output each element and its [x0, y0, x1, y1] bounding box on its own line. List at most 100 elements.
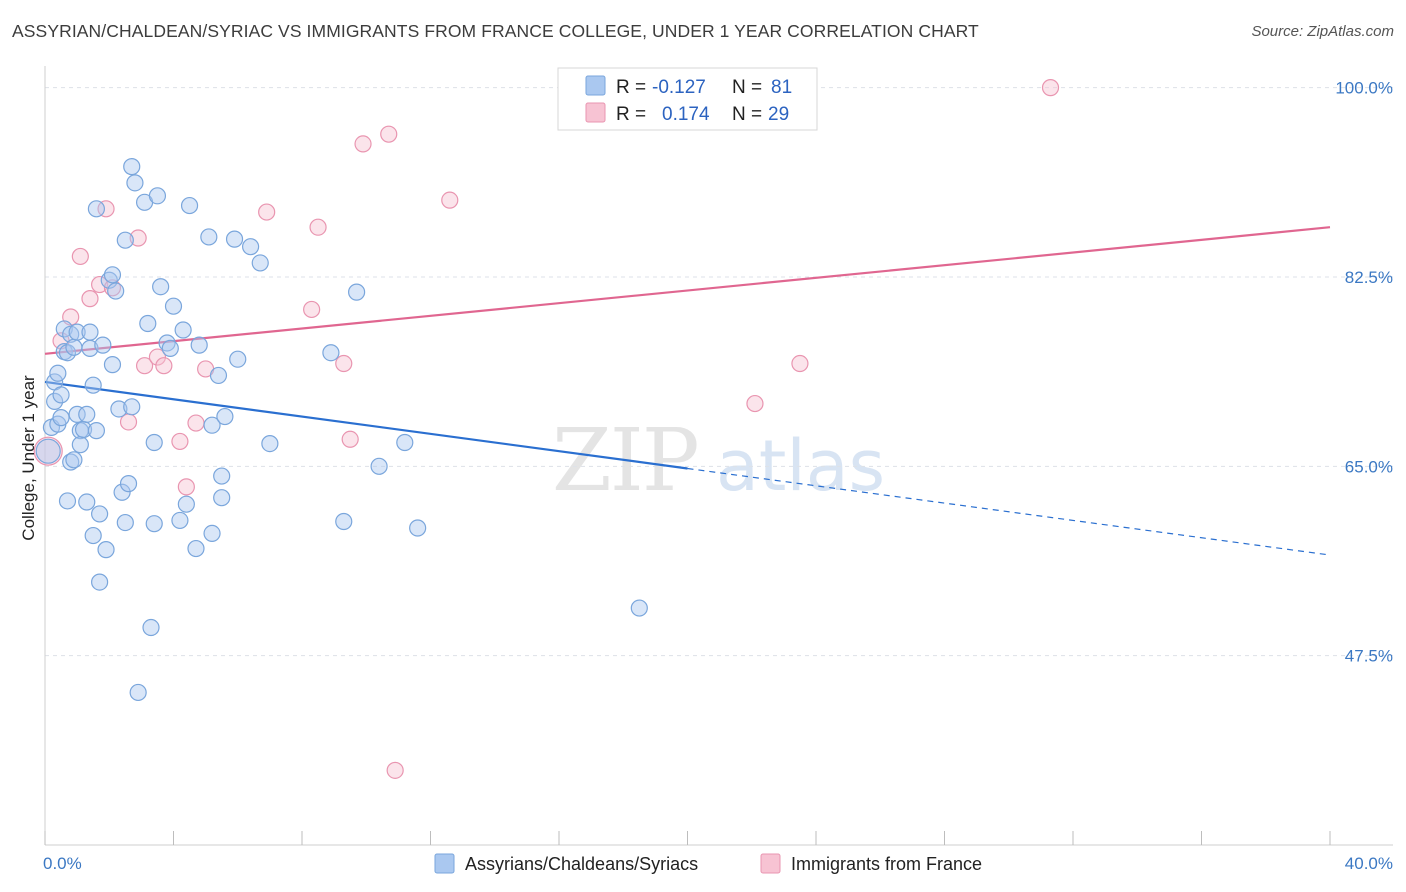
point-assyrian-32	[97, 541, 115, 559]
point-assyrian-45	[129, 683, 147, 702]
point-assyrian-62	[200, 228, 218, 246]
point-assyrian-54	[161, 339, 179, 357]
point-assyrian-64	[203, 524, 221, 543]
point-assyrian-4	[49, 364, 67, 382]
gridlines	[45, 87, 1393, 657]
point-assyrian-6	[52, 386, 70, 404]
point-assyrian-67	[213, 489, 231, 507]
point-assyrian-22	[78, 405, 96, 423]
point-assyrian-26	[84, 526, 102, 545]
y-tick-label-0: 47.5%	[1345, 647, 1393, 666]
point-assyrian-25	[84, 376, 102, 394]
point-assyrian-70	[229, 350, 247, 368]
point-france-13	[171, 432, 189, 451]
point-assyrian-43	[123, 158, 141, 176]
point-france-17	[258, 203, 276, 221]
point-france-3	[71, 247, 89, 266]
point-france-9	[129, 229, 147, 247]
point-france-25	[441, 191, 459, 209]
point-france-24	[386, 761, 404, 779]
point-assyrian-59	[180, 196, 199, 215]
point-assyrian-29	[91, 505, 109, 523]
point-assyrian-78	[396, 433, 414, 452]
point-assyrian-49	[145, 433, 163, 452]
y-axis-title: College, Under 1 year	[19, 375, 38, 541]
point-assyrian-72	[251, 254, 269, 272]
bottom-legend-label-pink: Immigrants from France	[791, 854, 982, 874]
point-assyrian-58	[177, 495, 195, 513]
point-assyrian-14	[65, 338, 83, 356]
point-assyrian-48	[142, 618, 160, 637]
bottom-legend-swatch-pink	[760, 853, 781, 874]
point-assyrian-57	[174, 321, 192, 339]
point-france-20	[335, 354, 353, 373]
point-assyrian-79	[409, 519, 427, 537]
point-assyrian-10	[58, 492, 77, 510]
legend-n-label-blue: N =	[732, 77, 762, 98]
legend-swatch-pink	[585, 102, 606, 123]
legend-swatch-blue	[585, 75, 606, 96]
point-assyrian-2	[46, 392, 64, 411]
point-assyrian-77	[370, 457, 388, 475]
point-assyrian-53	[158, 334, 176, 352]
point-assyrian-24	[81, 339, 99, 357]
point-assyrian-34	[103, 356, 122, 374]
point-assyrian-66	[213, 467, 231, 485]
y-tick-labels: 47.5% 65.0% 82.5% 100.0%	[1335, 79, 1393, 666]
point-france-0	[33, 436, 63, 466]
point-assyrian-44	[126, 174, 144, 192]
trend-line-france	[44, 226, 1331, 355]
point-assyrian-19	[71, 436, 89, 454]
series-assyrian-points	[35, 158, 648, 702]
point-assyrian-73	[261, 434, 279, 453]
point-france-26	[746, 394, 764, 413]
point-france-14	[177, 478, 195, 496]
point-assyrian-47	[139, 314, 157, 333]
point-france-19	[309, 218, 327, 236]
series-france-points	[33, 79, 1060, 779]
point-assyrian-75	[335, 512, 353, 531]
point-france-21	[341, 430, 359, 448]
point-assyrian-16	[68, 405, 86, 423]
point-assyrian-23	[81, 323, 99, 341]
point-assyrian-31	[94, 336, 112, 354]
point-france-4	[81, 290, 99, 308]
legend-r-label-pink: R =	[616, 104, 646, 125]
point-france-12	[155, 357, 173, 375]
point-assyrian-61	[190, 336, 208, 354]
point-france-11	[148, 348, 167, 366]
point-assyrian-27	[87, 200, 106, 218]
point-assyrian-74	[322, 344, 340, 362]
legend-n-value-pink: 29	[768, 104, 789, 125]
point-france-28	[1041, 79, 1060, 97]
point-france-22	[354, 135, 372, 153]
point-assyrian-15	[65, 451, 83, 469]
bottom-legend-label-blue: Assyrians/Chaldeans/Syriacs	[465, 854, 698, 874]
x-tick-label-min: 0.0%	[43, 854, 82, 873]
x-tick-label-max: 40.0%	[1345, 854, 1393, 873]
point-assyrian-0	[35, 438, 61, 464]
point-assyrian-80	[630, 599, 648, 617]
point-assyrian-40	[116, 513, 134, 532]
trend-line-assyrian	[44, 380, 688, 470]
point-assyrian-60	[187, 539, 205, 558]
point-france-15	[187, 414, 205, 432]
point-assyrian-7	[52, 409, 70, 427]
chart-title: ASSYRIAN/CHALDEAN/SYRIAC VS IMMIGRANTS F…	[12, 21, 979, 41]
point-assyrian-68	[216, 407, 234, 426]
point-assyrian-38	[113, 483, 131, 501]
point-assyrian-39	[116, 231, 134, 249]
bottom-legend-swatch-blue	[434, 853, 455, 874]
point-assyrian-76	[348, 283, 366, 301]
point-france-5	[91, 275, 109, 294]
point-assyrian-13	[62, 325, 80, 343]
y-tick-label-1: 65.0%	[1345, 457, 1393, 476]
point-france-27	[791, 354, 809, 373]
point-assyrian-35	[103, 266, 122, 284]
axes	[44, 66, 1393, 846]
point-assyrian-71	[242, 238, 260, 256]
legend-r-value-pink: 0.174	[662, 104, 710, 125]
point-assyrian-41	[119, 475, 138, 493]
y-tick-label-3: 100.0%	[1335, 79, 1393, 98]
